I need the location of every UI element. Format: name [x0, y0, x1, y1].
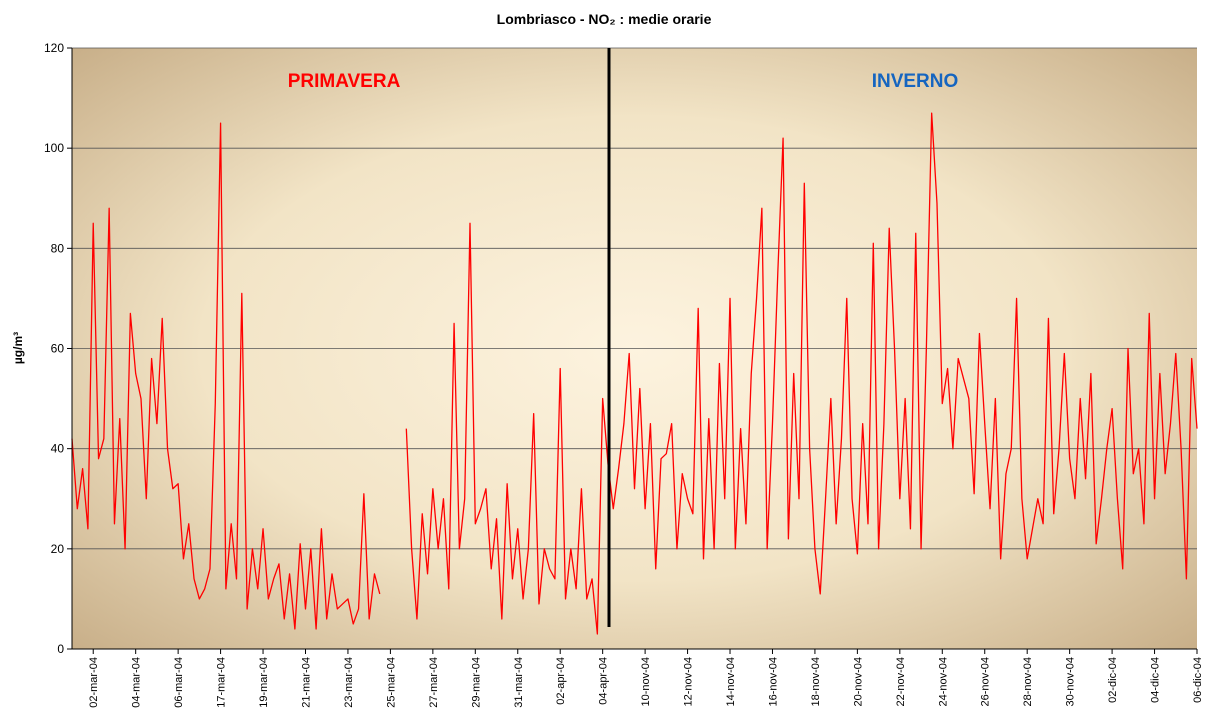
x-tick-label: 23-mar-04 — [343, 657, 355, 708]
x-tick-label: 24-nov-04 — [937, 657, 949, 707]
y-tick-label: 40 — [51, 442, 65, 456]
x-tick-label: 04-dic-04 — [1150, 657, 1162, 703]
x-tick-label: 20-nov-04 — [852, 657, 864, 707]
x-tick-label: 19-mar-04 — [258, 657, 270, 708]
x-tick-label: 16-nov-04 — [767, 657, 779, 707]
x-tick-label: 06-mar-04 — [173, 657, 185, 708]
x-tick-label: 27-mar-04 — [428, 657, 440, 708]
x-tick-label: 31-mar-04 — [513, 657, 525, 708]
x-tick-label: 04-mar-04 — [131, 657, 143, 708]
y-tick-label: 100 — [44, 141, 64, 155]
x-tick-label: 22-nov-04 — [895, 657, 907, 707]
x-tick-label: 25-mar-04 — [385, 657, 397, 708]
x-tick-label: 29-mar-04 — [470, 657, 482, 708]
line-series — [71, 112, 1198, 635]
x-tick-label: 10-nov-04 — [640, 657, 652, 707]
y-axis-title: µg/m³ — [11, 332, 25, 364]
x-tick-label: 02-dic-04 — [1107, 657, 1119, 703]
y-tick-label: 0 — [57, 642, 64, 656]
series — [71, 112, 1198, 635]
x-tick-label: 02-apr-04 — [555, 657, 567, 705]
x-tick-label: 04-apr-04 — [598, 657, 610, 705]
x-tick-label: 14-nov-04 — [725, 657, 737, 707]
annotation: PRIMAVERA — [288, 71, 401, 92]
x-tick-label: 18-nov-04 — [810, 657, 822, 707]
annotation: INVERNO — [872, 71, 959, 92]
x-tick-label: 02-mar-04 — [88, 657, 100, 708]
x-tick-label: 06-dic-04 — [1192, 657, 1204, 703]
x-tick-label: 30-nov-04 — [1065, 657, 1077, 707]
x-tick-label: 17-mar-04 — [216, 657, 228, 708]
y-tick-label: 80 — [51, 241, 65, 255]
x-tick-label: 28-nov-04 — [1022, 657, 1034, 707]
y-tick-label: 20 — [51, 542, 65, 556]
y-tick-label: 60 — [51, 342, 65, 356]
x-tick-label: 21-mar-04 — [300, 657, 312, 708]
chart-title: Lombriasco - NO₂ : medie orarie — [497, 11, 712, 27]
x-tick-label: 12-nov-04 — [683, 657, 695, 707]
x-tick-label: 26-nov-04 — [980, 657, 992, 707]
y-tick-label: 120 — [44, 41, 64, 55]
